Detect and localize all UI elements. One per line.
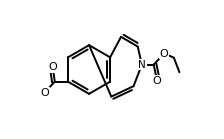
Text: O: O xyxy=(40,88,49,98)
Text: O: O xyxy=(153,76,162,86)
Text: N: N xyxy=(138,60,146,70)
Text: O: O xyxy=(48,62,57,72)
Text: O: O xyxy=(160,49,168,59)
